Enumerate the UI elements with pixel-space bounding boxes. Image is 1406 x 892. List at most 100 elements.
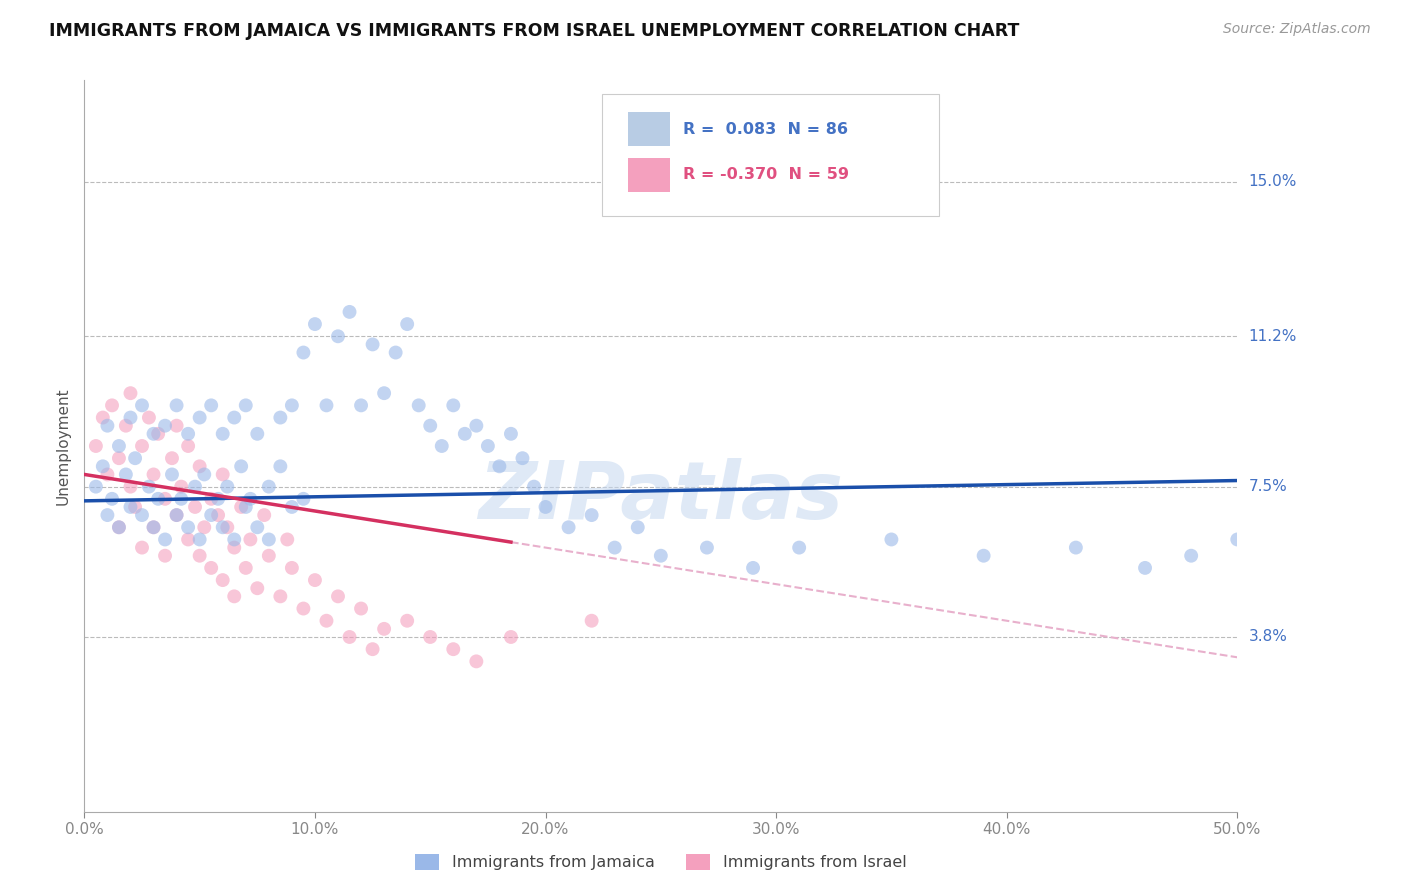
Point (408, 398, 430, 412)
Point (142, 520, 165, 534)
Point (160, 451, 183, 466)
Point (124, 500, 146, 514)
Point (269, 590, 291, 604)
Point (120, 386, 142, 401)
Point (84, 439, 107, 453)
Point (120, 410, 142, 425)
Point (124, 451, 146, 466)
Point (973, 549, 995, 563)
Point (441, 642, 464, 657)
Point (292, 345, 315, 359)
Text: 15.0%: 15.0% (1249, 174, 1296, 189)
Point (235, 561, 257, 575)
Text: R =  0.083  N = 86: R = 0.083 N = 86 (683, 121, 848, 136)
Point (512, 451, 534, 466)
Point (235, 398, 257, 412)
Point (581, 614, 603, 628)
Point (177, 439, 200, 453)
Point (224, 410, 246, 425)
Point (84, 480, 107, 494)
Text: 3.8%: 3.8% (1249, 630, 1288, 645)
Point (326, 329, 349, 343)
Point (281, 398, 304, 412)
Point (246, 520, 269, 534)
Point (292, 601, 315, 615)
Point (177, 520, 200, 534)
Point (441, 398, 464, 412)
Point (419, 630, 441, 644)
Point (523, 480, 546, 494)
Point (120, 480, 142, 494)
Point (603, 541, 626, 555)
Point (384, 345, 406, 359)
Point (557, 520, 579, 534)
Point (153, 533, 176, 547)
Point (235, 500, 257, 514)
Point (211, 426, 233, 441)
Point (211, 520, 233, 534)
Point (166, 508, 188, 522)
Point (115, 418, 138, 433)
Point (146, 491, 169, 506)
Point (138, 480, 160, 494)
Point (269, 410, 291, 425)
Point (419, 418, 441, 433)
Point (1064, 541, 1087, 555)
Point (231, 500, 253, 514)
Point (131, 439, 153, 453)
Point (581, 508, 603, 522)
Point (430, 439, 453, 453)
Point (361, 642, 384, 657)
Point (193, 467, 215, 482)
Point (200, 491, 222, 506)
Point (499, 426, 522, 441)
Point (742, 561, 765, 575)
Point (224, 590, 246, 604)
Point (880, 533, 903, 547)
Point (454, 426, 477, 441)
Point (465, 418, 488, 433)
Point (339, 630, 361, 644)
Point (153, 491, 176, 506)
Point (115, 467, 138, 482)
Point (142, 520, 165, 534)
Point (224, 533, 246, 547)
Point (224, 541, 246, 555)
Point (188, 459, 211, 474)
Point (396, 317, 419, 331)
Point (276, 533, 298, 547)
Point (350, 398, 373, 412)
Text: 7.5%: 7.5% (1249, 479, 1286, 494)
Point (217, 520, 239, 534)
Point (253, 508, 276, 522)
Point (246, 426, 269, 441)
Point (211, 467, 233, 482)
Text: IMMIGRANTS FROM JAMAICA VS IMMIGRANTS FROM ISRAEL UNEMPLOYMENT CORRELATION CHART: IMMIGRANTS FROM JAMAICA VS IMMIGRANTS FR… (49, 22, 1019, 40)
Point (231, 459, 253, 474)
Point (1180, 549, 1202, 563)
Point (200, 398, 222, 412)
Point (131, 541, 153, 555)
Point (257, 549, 280, 563)
Point (373, 386, 395, 401)
Point (650, 549, 672, 563)
Point (96, 467, 118, 482)
Point (304, 317, 326, 331)
Point (257, 533, 280, 547)
Point (315, 398, 337, 412)
Point (188, 410, 211, 425)
Point (153, 418, 176, 433)
Point (166, 508, 188, 522)
Point (160, 467, 183, 482)
Point (177, 533, 200, 547)
Point (188, 549, 211, 563)
Text: R = -0.370  N = 59: R = -0.370 N = 59 (683, 167, 849, 182)
Point (138, 410, 160, 425)
Point (1226, 533, 1249, 547)
Point (696, 541, 718, 555)
Point (315, 614, 337, 628)
Point (91, 410, 114, 425)
Point (200, 508, 222, 522)
Point (101, 398, 124, 412)
Point (142, 467, 165, 482)
